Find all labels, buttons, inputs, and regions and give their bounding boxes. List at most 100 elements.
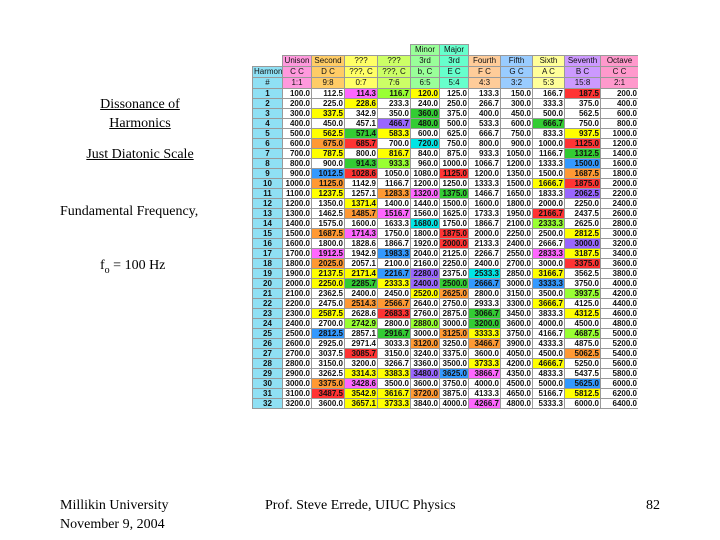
frequency-cell: 5250.0 <box>564 358 601 369</box>
frequency-cell: 5625.0 <box>564 378 601 389</box>
frequency-cell: 2514.3 <box>344 298 378 309</box>
frequency-cell: 750.0 <box>439 138 469 149</box>
note-name-row-cell: F C <box>468 66 501 78</box>
frequency-cell: 720.0 <box>410 138 440 149</box>
frequency-cell: 342.9 <box>344 108 378 119</box>
frequency-cell: 2000.0 <box>282 278 312 289</box>
frequency-cell: 125.0 <box>439 88 469 99</box>
frequency-cell: 1600.0 <box>468 198 501 209</box>
frequency-cell: 2500.0 <box>439 278 469 289</box>
frequency-cell: 466.7 <box>377 118 411 129</box>
frequency-cell: 3480.0 <box>410 368 440 379</box>
frequency-cell: 3720.0 <box>410 388 440 399</box>
frequency-cell: 1250.0 <box>439 178 469 189</box>
frequency-cell: 500.0 <box>282 128 312 139</box>
frequency-cell: 4500.0 <box>564 318 601 329</box>
frequency-cell: 750.0 <box>500 128 533 139</box>
frequency-cell: 3600.0 <box>410 378 440 389</box>
frequency-cell: 4200.0 <box>500 358 533 369</box>
harmonic-number-cell: 20 <box>252 278 283 289</box>
frequency-cell: 1400.0 <box>377 198 411 209</box>
frequency-cell: 2566.7 <box>377 298 411 309</box>
frequency-cell: 675.0 <box>311 138 345 149</box>
group-header-cell <box>600 44 638 56</box>
frequency-cell: 2800.0 <box>600 218 638 229</box>
frequency-cell: 100.0 <box>282 88 312 99</box>
frequency-cell: 2900.0 <box>282 368 312 379</box>
table-row: 31 3100.0 3487.5 3542.9 3616.7 3720.0 3875.0 41… <box>252 388 638 399</box>
frequency-cell: 685.7 <box>344 138 378 149</box>
frequency-cell: 1050.0 <box>377 168 411 179</box>
frequency-cell: 1920.0 <box>410 238 440 249</box>
frequency-cell: 2100.0 <box>500 218 533 229</box>
interval-name-row-cell: Fourth <box>468 55 501 67</box>
frequency-cell: 2057.1 <box>344 258 378 269</box>
frequency-cell: 3066.7 <box>468 308 501 319</box>
frequency-cell: 1000.0 <box>600 128 638 139</box>
frequency-cell: 1371.4 <box>344 198 378 209</box>
note-name-row-cell: ???, C <box>377 66 411 78</box>
frequency-cell: 2362.5 <box>311 288 345 299</box>
frequency-cell: 2640.0 <box>410 298 440 309</box>
frequency-cell: 1142.9 <box>344 178 378 189</box>
frequency-cell: 3875.0 <box>439 388 469 399</box>
frequency-cell: 2200.0 <box>600 188 638 199</box>
frequency-cell: 2812.5 <box>564 228 601 239</box>
frequency-cell: 5333.3 <box>532 398 565 409</box>
table-row: 2 200.0 225.0 228.6 233.3 240.0 250.0 266.7 300.… <box>252 98 638 109</box>
frequency-cell: 1983.3 <box>377 248 411 259</box>
footer-university: Millikin University <box>60 498 169 513</box>
frequency-cell: 1650.0 <box>500 188 533 199</box>
table-row: 24 2400.0 2700.0 2742.9 2800.0 2880.0 3000.0 32… <box>252 318 638 329</box>
frequency-cell: 450.0 <box>500 108 533 119</box>
group-header-cell <box>282 44 312 56</box>
frequency-cell: 3375.0 <box>564 258 601 269</box>
frequency-cell: 937.5 <box>564 128 601 139</box>
frequency-cell: 3000.0 <box>282 378 312 389</box>
frequency-cell: 1750.0 <box>377 228 411 239</box>
frequency-cell: 2250.0 <box>439 258 469 269</box>
frequency-cell: 120.0 <box>410 88 440 99</box>
frequency-cell: 114.3 <box>344 88 378 99</box>
frequency-cell: 2520.0 <box>410 288 440 299</box>
frequency-cell: 2400.0 <box>282 318 312 329</box>
frequency-cell: 3125.0 <box>439 328 469 339</box>
table-row: 12 1200.0 1350.0 1371.4 1400.0 1440.0 1500.0 16… <box>252 198 638 209</box>
frequency-cell: 3250.0 <box>439 338 469 349</box>
frequency-cell: 2625.0 <box>439 288 469 299</box>
frequency-cell: 2160.0 <box>410 258 440 269</box>
frequency-cell: 2971.4 <box>344 338 378 349</box>
ratio-row-cell: # <box>252 77 283 89</box>
frequency-cell: 5000.0 <box>532 378 565 389</box>
frequency-cell: 1833.3 <box>532 188 565 199</box>
frequency-cell: 900.0 <box>311 158 345 169</box>
frequency-cell: 1400.0 <box>282 218 312 229</box>
frequency-cell: 6000.0 <box>600 378 638 389</box>
group-header-cell <box>532 44 565 56</box>
frequency-cell: 2800.0 <box>468 288 501 299</box>
interval-name-row-cell: Second <box>311 55 345 67</box>
frequency-cell: 1350.0 <box>311 198 345 209</box>
ratio-row-cell: 6:5 <box>410 77 440 89</box>
interval-name-row-cell: Sixth <box>532 55 565 67</box>
frequency-cell: 2137.5 <box>311 268 345 279</box>
group-header-cell: Major <box>439 44 469 56</box>
frequency-cell: 333.3 <box>532 98 565 109</box>
frequency-cell: 2400.0 <box>410 278 440 289</box>
frequency-cell: 1912.5 <box>311 248 345 259</box>
frequency-cell: 2625.0 <box>564 218 601 229</box>
frequency-cell: 700.0 <box>377 138 411 149</box>
frequency-cell: 1125.0 <box>311 178 345 189</box>
frequency-cell: 3262.5 <box>311 368 345 379</box>
frequency-cell: 2550.0 <box>500 248 533 259</box>
frequency-cell: 666.7 <box>468 128 501 139</box>
fo-value: = 100 Hz <box>109 258 166 273</box>
frequency-cell: 457.1 <box>344 118 378 129</box>
frequency-cell: 1166.7 <box>532 148 565 159</box>
harmonic-number-cell: 25 <box>252 328 283 339</box>
harmonic-number-cell: 27 <box>252 348 283 359</box>
frequency-cell: 2133.3 <box>468 238 501 249</box>
table-row: 8 800.0 900.0 914.3 933.3 960.0 1000.0 1066.7 12… <box>252 158 638 169</box>
frequency-cell: 900.0 <box>282 168 312 179</box>
table-row: 15 1500.0 1687.5 1714.3 1750.0 1800.0 1875.0 20… <box>252 228 638 239</box>
